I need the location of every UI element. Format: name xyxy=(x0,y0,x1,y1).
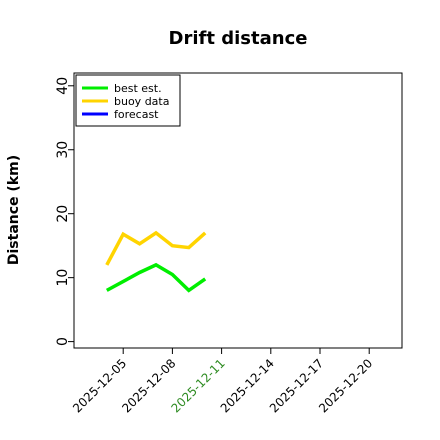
y-axis-label: Distance (km) xyxy=(6,155,22,265)
legend-label-forecast: forecast xyxy=(114,108,159,121)
legend-label-buoy-data: buoy data xyxy=(114,95,169,108)
y-tick-label: 40 xyxy=(55,77,71,95)
y-axis: 0 10 20 30 40 xyxy=(55,77,74,346)
legend: best est. buoy data forecast xyxy=(75,74,181,127)
series-layer xyxy=(105,230,207,293)
y-tick-label: 10 xyxy=(55,269,71,287)
y-tick-label: 30 xyxy=(55,141,71,159)
y-tick-label: 0 xyxy=(55,337,71,346)
y-tick-label: 20 xyxy=(55,205,71,223)
x-axis: 2025-12-052025-12-082025-12-112025-12-14… xyxy=(70,348,375,415)
series-line-buoy-data xyxy=(105,230,207,266)
legend-label-best-est: best est. xyxy=(114,82,162,95)
plot-area xyxy=(73,72,403,349)
series-line-best-est- xyxy=(105,262,207,293)
chart-title: Drift distance xyxy=(169,28,308,49)
